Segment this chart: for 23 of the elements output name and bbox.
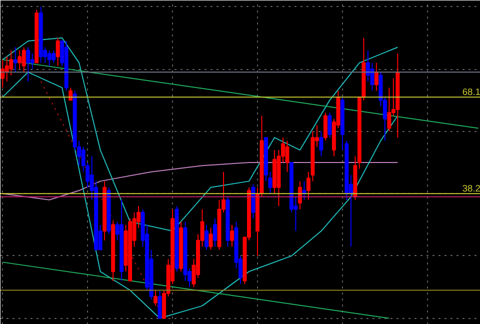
candlestick	[208, 227, 213, 250]
candlestick	[323, 112, 328, 142]
candlestick	[328, 112, 332, 138]
candlestick	[26, 46, 30, 82]
candlestick	[56, 37, 60, 66]
candlestick	[22, 46, 26, 73]
candlestick	[374, 62, 378, 92]
candlestick	[52, 50, 56, 64]
candlestick	[0, 59, 5, 88]
candlestick	[158, 290, 162, 319]
candlestick	[154, 290, 158, 306]
candlestick	[30, 52, 34, 70]
candlestick	[18, 50, 22, 70]
candlestick	[204, 224, 209, 250]
annotation: 38.2	[462, 184, 480, 194]
candlestick	[285, 140, 290, 172]
candlestick	[230, 224, 234, 248]
candlestick	[387, 87, 392, 132]
candlestick	[213, 218, 217, 248]
candlestick	[319, 130, 324, 157]
candlestick	[13, 46, 18, 73]
candlestick	[47, 50, 52, 66]
annotation: 68.1	[462, 87, 480, 98]
